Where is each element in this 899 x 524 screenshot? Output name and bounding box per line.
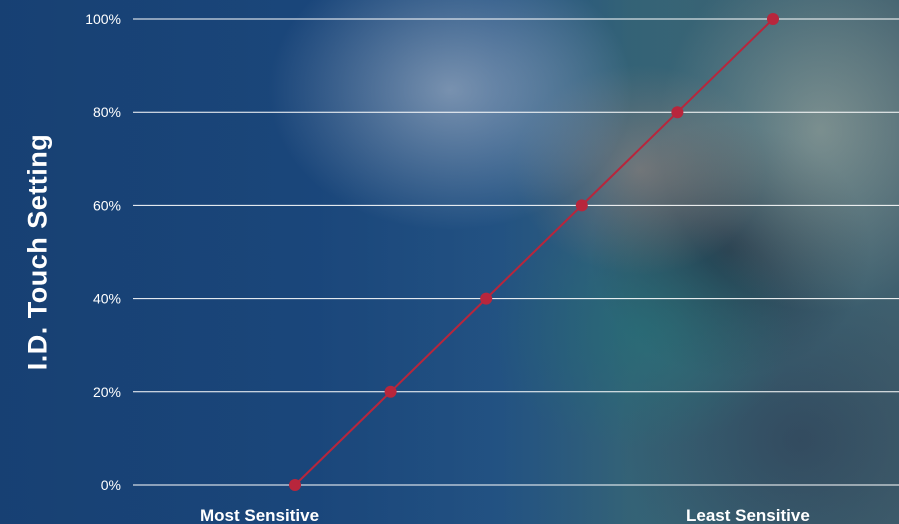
y-tick-label: 60% — [93, 197, 121, 213]
y-tick-label: 0% — [101, 477, 121, 493]
data-point-2 — [480, 292, 493, 305]
gridlines — [133, 18, 899, 486]
y-tick-label: 40% — [93, 291, 121, 307]
y-tick-label: 100% — [85, 11, 121, 27]
data-point-5 — [767, 13, 779, 25]
series — [289, 13, 779, 491]
y-tick-label: 80% — [93, 104, 121, 120]
y-tick-labels: 0% 20% 40% 60% 80% 100% — [85, 11, 121, 493]
data-point-3 — [575, 199, 588, 212]
x-label-most-sensitive: Most Sensitive — [200, 506, 320, 524]
data-point-1 — [384, 385, 397, 398]
y-axis-label: I.D. Touch Setting — [22, 133, 53, 371]
y-tick-label: 20% — [93, 384, 121, 400]
series-line — [294, 18, 774, 486]
data-point-0 — [289, 479, 301, 491]
data-point-4 — [671, 106, 684, 119]
x-label-least-sensitive: Least Sensitive — [686, 506, 810, 524]
